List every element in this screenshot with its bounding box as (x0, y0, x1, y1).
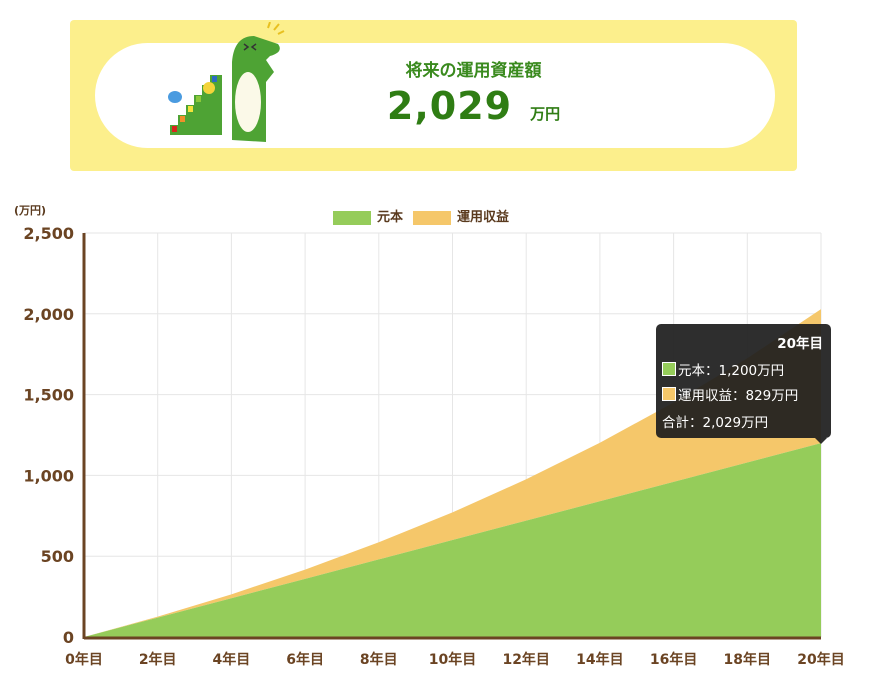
tooltip-title: 20年目 (777, 336, 823, 352)
x-tick-label: 0年目 (65, 651, 103, 668)
crocodile-mascot-icon (168, 22, 285, 142)
x-tick-label: 18年目 (724, 651, 771, 668)
future-asset-unit: 万円 (530, 105, 561, 123)
x-tick-label: 12年目 (502, 651, 549, 668)
legend-swatch-profit (413, 210, 452, 225)
legend-label: 元本 (377, 210, 404, 225)
y-tick-label: 1,500 (23, 386, 74, 405)
x-tick-label: 20年目 (797, 651, 844, 668)
tooltip-swatch-principal (662, 362, 676, 376)
chart-legend: 元本 運用収益 (333, 206, 509, 225)
legend-item-principal[interactable]: 元本 (333, 206, 403, 225)
x-tick-label: 4年目 (213, 651, 251, 668)
y-tick-label: 2,500 (23, 224, 74, 243)
y-axis-unit-label: (万円) (14, 204, 47, 217)
x-tick-label: 8年目 (360, 651, 398, 668)
x-tick-label: 10年目 (429, 651, 476, 668)
banner-title: 将来の運用資産額 (405, 61, 542, 81)
chart-tooltip: 20年目 元本：1,200万円 運用収益：829万円 合計：2,029万円 (656, 324, 831, 444)
x-tick-label: 14年目 (576, 651, 623, 668)
tooltip-swatch-profit (662, 387, 676, 401)
legend-label: 運用収益 (457, 210, 510, 225)
principal-area (84, 443, 821, 637)
banner-value: 2,029 万円 (70, 84, 797, 128)
future-asset-value: 2,029 (386, 84, 513, 128)
tooltip-principal: 元本：1,200万円 (678, 363, 785, 379)
x-tick-label: 2年目 (139, 651, 177, 668)
y-tick-label: 500 (41, 547, 74, 566)
y-tick-label: 1,000 (23, 466, 74, 485)
legend-swatch-principal (333, 210, 371, 225)
result-banner: 将来の運用資産額 2,029 万円 (70, 20, 797, 171)
y-tick-label: 2,000 (23, 305, 74, 324)
x-tick-label: 16年目 (650, 651, 697, 668)
tooltip-profit: 運用収益：829万円 (678, 388, 799, 404)
y-tick-label: 0 (63, 628, 74, 647)
tooltip-total: 合計：2,029万円 (662, 415, 769, 431)
legend-item-profit[interactable]: 運用収益 (413, 206, 509, 225)
x-tick-label: 6年目 (286, 651, 324, 668)
